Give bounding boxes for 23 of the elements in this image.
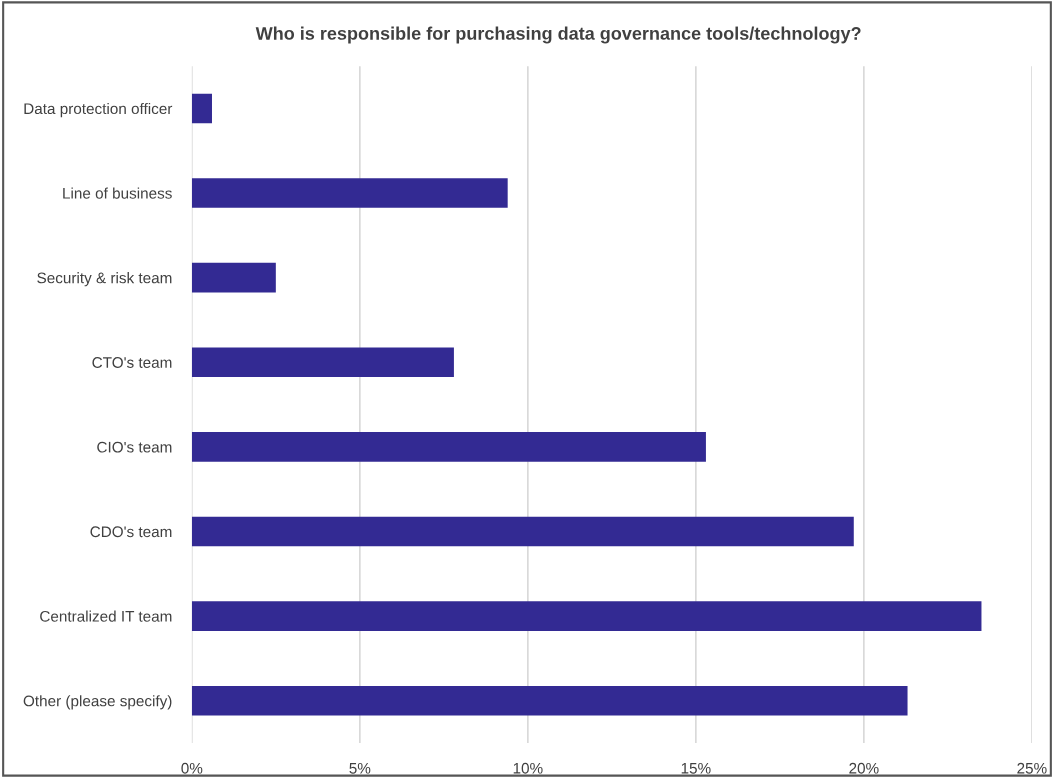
chart-title: Who is responsible for purchasing data governance tools/technology? <box>255 26 861 44</box>
y-tick-label: CIO's team <box>97 441 172 453</box>
y-tick-label: CDO's team <box>90 526 172 538</box>
bar <box>191 432 706 462</box>
x-tick-label: 20% <box>849 762 879 774</box>
bar <box>191 178 508 208</box>
bar <box>191 93 212 124</box>
bar <box>191 685 908 716</box>
x-tick-label: 15% <box>681 762 711 774</box>
bar <box>191 601 982 631</box>
bar <box>191 262 276 293</box>
y-tick-label: Data protection officer <box>24 102 173 118</box>
x-tick-label: 0% <box>181 762 203 774</box>
x-tick-label: 5% <box>349 762 371 774</box>
bar <box>191 516 854 547</box>
y-tick-label: Security & risk team <box>37 272 172 287</box>
bar <box>191 347 454 378</box>
y-tick-label: Other (please specify) <box>23 695 172 710</box>
x-tick-label: 10% <box>513 762 543 774</box>
y-tick-label: CTO's team <box>92 357 172 368</box>
x-tick-label: 25% <box>1017 762 1047 774</box>
y-tick-label: Centralized IT team <box>40 610 172 622</box>
y-tick-label: Line of business <box>63 187 172 199</box>
